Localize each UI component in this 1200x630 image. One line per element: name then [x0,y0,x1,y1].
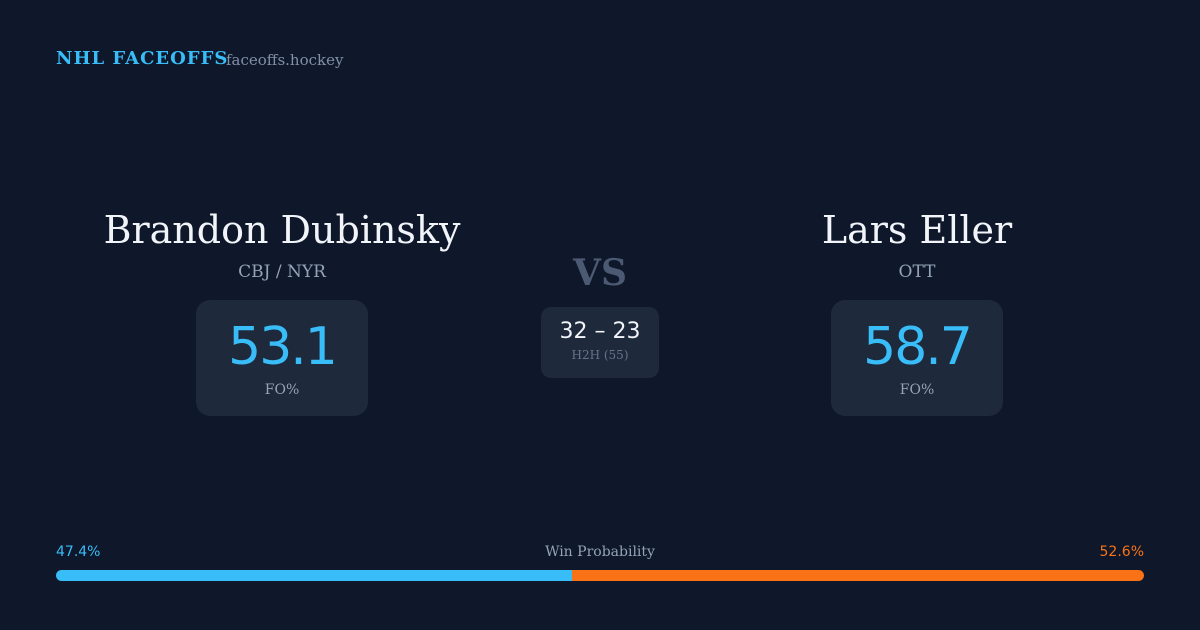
player-right: Lars Eller OTT 58.7 FO% [667,204,1167,416]
fo-label: FO% [899,382,935,398]
h2h-label: H2H (55) [571,348,629,362]
win-prob-bar [56,570,1144,581]
fo-pct: 53.1 [228,317,338,377]
player-team: OTT [898,262,936,282]
h2h-box: 32 – 23 H2H (55) [541,307,659,378]
win-prob-right: 52.6% [1099,544,1144,560]
win-prob-title: Win Probability [545,544,655,560]
site: faceoffs.hockey [226,51,344,69]
h2h-score: 32 – 23 [559,319,641,344]
player-team: CBJ / NYR [238,262,326,282]
player-name: Brandon Dubinsky [103,208,461,252]
fo-pct: 58.7 [863,317,973,377]
fo-label: FO% [264,382,300,398]
win-prob-left: 47.4% [56,544,101,560]
player-left: Brandon Dubinsky CBJ / NYR 53.1 FO% [32,204,532,416]
bar-segment [56,570,572,581]
bar-segment [571,570,1144,581]
vs: VS [573,252,627,294]
brand: NHL FACEOFFS [56,48,229,69]
stat-box: 58.7 FO% [831,300,1003,416]
stat-box: 53.1 FO% [196,300,368,416]
player-name: Lars Eller [821,208,1013,252]
